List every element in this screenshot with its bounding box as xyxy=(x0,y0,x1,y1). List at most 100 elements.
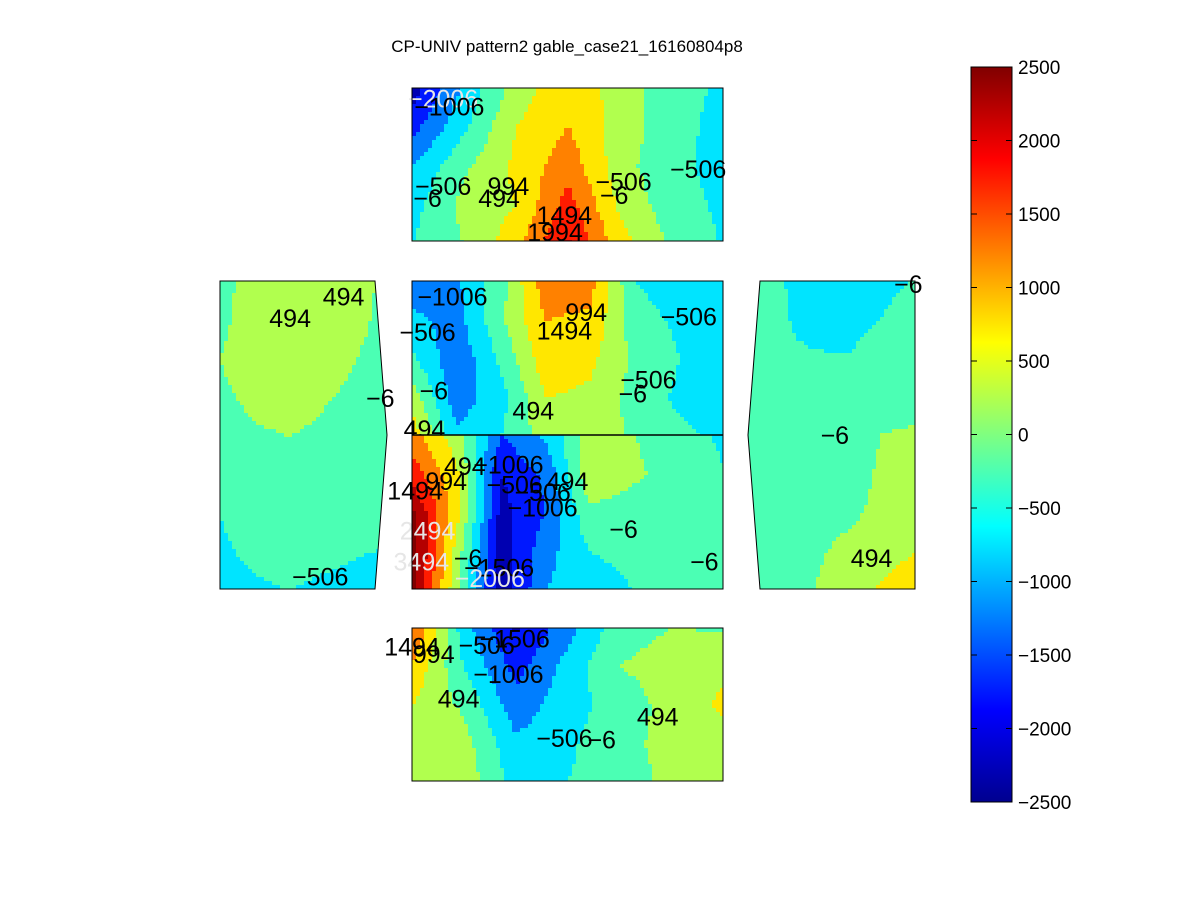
contour-cell xyxy=(496,96,501,101)
contour-cell xyxy=(460,120,465,125)
contour-cell xyxy=(280,405,285,410)
contour-cell xyxy=(456,116,461,121)
contour-cell xyxy=(252,345,257,350)
contour-cell xyxy=(552,220,557,225)
contour-cell xyxy=(632,136,637,141)
contour-cell xyxy=(512,172,517,177)
contour-cell xyxy=(264,317,269,322)
contour-cell xyxy=(496,116,501,121)
contour-cell xyxy=(468,136,473,141)
contour-cell xyxy=(356,381,361,386)
contour-cell xyxy=(548,192,553,197)
contour-cell xyxy=(644,116,649,121)
contour-cell xyxy=(360,281,365,286)
contour-cell xyxy=(604,188,609,193)
contour-cell xyxy=(708,88,713,93)
contour-cell xyxy=(328,305,333,310)
contour-cell xyxy=(536,224,541,229)
contour-cell xyxy=(656,100,661,105)
contour-cell xyxy=(268,293,273,298)
contour-cell xyxy=(344,457,349,462)
contour-cell xyxy=(308,281,313,286)
contour-cell xyxy=(444,236,449,241)
contour-cell xyxy=(484,184,489,189)
contour-cell xyxy=(672,196,677,201)
contour-cell xyxy=(652,216,657,221)
contour-cell xyxy=(552,180,557,185)
contour-cell xyxy=(548,92,553,97)
contour-cell xyxy=(492,108,497,113)
contour-cell xyxy=(264,457,269,462)
contour-cell xyxy=(708,112,713,117)
contour-cell xyxy=(264,381,269,386)
contour-cell xyxy=(536,216,541,221)
contour-cell xyxy=(660,192,665,197)
contour-cell xyxy=(712,124,717,129)
contour-cell xyxy=(616,176,621,181)
contour-cell xyxy=(384,429,387,434)
contour-cell xyxy=(248,449,253,454)
contour-cell xyxy=(244,313,249,318)
contour-cell xyxy=(492,116,497,121)
contour-cell xyxy=(292,393,297,398)
contour-cell xyxy=(584,128,589,133)
contour-cell xyxy=(340,445,345,450)
contour-cell xyxy=(260,281,265,286)
contour-cell xyxy=(624,100,629,105)
contour-cell xyxy=(248,317,253,322)
contour-cell xyxy=(624,136,629,141)
contour-cell xyxy=(604,88,609,93)
contour-cell xyxy=(696,136,701,141)
contour-cell xyxy=(592,144,597,149)
contour-cell xyxy=(596,236,601,241)
contour-cell xyxy=(292,357,297,362)
contour-cell xyxy=(328,317,333,322)
contour-cell xyxy=(224,377,229,382)
contour-cell xyxy=(292,453,297,458)
contour-cell xyxy=(288,381,293,386)
contour-cell xyxy=(524,232,529,237)
contour-cell xyxy=(508,136,513,141)
contour-cell xyxy=(632,232,637,237)
contour-cell xyxy=(536,88,541,93)
contour-cell xyxy=(232,381,237,386)
contour-cell xyxy=(504,200,509,205)
contour-cell xyxy=(472,180,477,185)
contour-cell xyxy=(348,381,353,386)
contour-cell xyxy=(588,212,593,217)
contour-cell xyxy=(692,100,697,105)
contour-cell xyxy=(440,88,445,93)
contour-cell xyxy=(556,208,561,213)
contour-cell xyxy=(332,369,337,374)
contour-cell xyxy=(220,345,225,350)
contour-cell xyxy=(588,96,593,101)
contour-cell xyxy=(664,108,669,113)
contour-cell xyxy=(668,116,673,121)
contour-cell xyxy=(568,184,573,189)
contour-cell xyxy=(676,200,681,205)
contour-cell xyxy=(324,381,329,386)
contour-cell xyxy=(528,120,533,125)
contour-cell xyxy=(672,184,677,189)
contour-cell xyxy=(300,373,305,378)
contour-cell xyxy=(372,381,377,386)
contour-cell xyxy=(460,104,465,109)
contour-cell xyxy=(716,208,721,213)
contour-cell xyxy=(632,144,637,149)
contour-cell xyxy=(224,285,229,290)
contour-cell xyxy=(272,365,277,370)
contour-cell xyxy=(280,429,285,434)
contour-cell xyxy=(312,361,317,366)
contour-cell xyxy=(428,192,433,197)
contour-cell xyxy=(516,196,521,201)
contour-cell xyxy=(568,160,573,165)
contour-cell xyxy=(496,164,501,169)
contour-cell xyxy=(488,124,493,129)
contour-cell xyxy=(308,297,313,302)
contour-cell xyxy=(308,433,313,438)
contour-cell xyxy=(420,112,425,117)
contour-cell xyxy=(296,445,301,450)
contour-cell xyxy=(704,128,709,133)
contour-cell xyxy=(700,124,705,129)
contour-cell xyxy=(676,212,681,217)
